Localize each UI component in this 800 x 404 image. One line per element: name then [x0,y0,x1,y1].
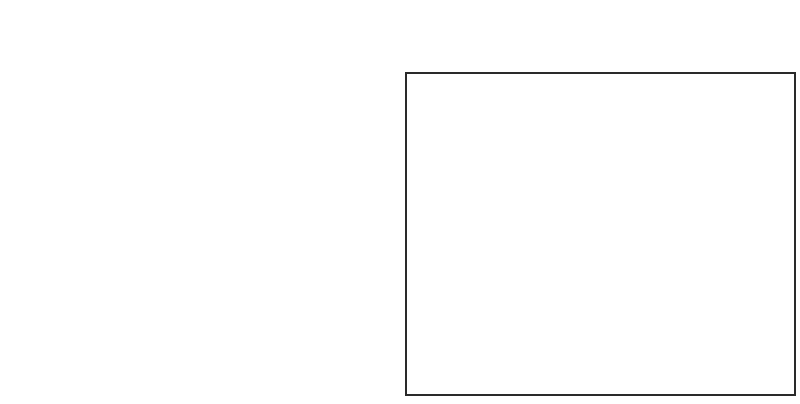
right-caption-banner [398,2,797,63]
left-caption-banner [0,329,392,400]
rotating-bending-chart-frame [405,72,796,396]
fatigue-limit-chart-45-steel [0,0,400,330]
rotating-bending-fatigue-chart [407,74,794,394]
